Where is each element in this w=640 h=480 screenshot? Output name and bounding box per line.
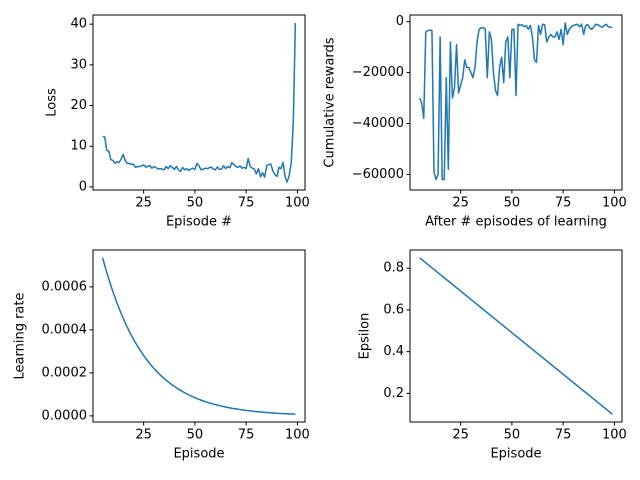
subplot: 25 50 75 100 −60000 −40000 −20000 0 After # epis… [323,14,627,229]
y-tick-label: −20000 [352,65,404,80]
y-tick-label: 0.0004 [42,322,88,337]
x-tick-label: 50 [187,428,204,443]
x-axis-label: Episode [173,447,224,462]
y-tick-label: 0.0000 [42,408,88,423]
x-tick-label: 50 [504,196,521,211]
y-tick-label: −60000 [352,167,404,182]
x-tick-label: 75 [555,196,572,211]
y-axis-label: Learning rate [13,293,28,380]
y-tick-label: 0 [79,179,87,194]
axes-frame [409,249,623,423]
x-axis-label: Episode # [166,215,232,230]
x-tick-label: 75 [238,428,255,443]
data-line [101,257,296,415]
data-line [419,257,613,415]
y-tick-label: 0.8 [383,261,404,276]
x-tick-label: 25 [135,196,152,211]
y-axis-label: Epsilon [358,313,373,360]
x-tick-label: 75 [238,196,255,211]
y-axis-label: Cumulative rewards [323,37,338,167]
y-tick-label: 0.2 [383,386,404,401]
x-tick-label: 25 [452,428,469,443]
subplot: 25 50 75 100 0 10 20 30 40 Episode # Loss [45,14,310,230]
data-line [418,22,613,181]
subplot: 25 50 75 100 0.0000 0.0002 0.0004 0.0006 Episode… [13,249,310,462]
x-axis-label: After # episodes of learning [425,215,607,230]
y-axis-label: Loss [45,88,60,117]
y-tick-label: 20 [70,98,87,113]
data-line [102,22,297,183]
x-tick-label: 100 [285,428,310,443]
y-tick-label: 0.0002 [42,365,88,380]
y-tick-label: 0.4 [383,344,404,359]
x-tick-label: 100 [602,196,627,211]
y-tick-label: 10 [70,139,87,154]
y-tick-label: −40000 [352,116,404,131]
x-axis-label: Episode [490,447,541,462]
subplot: 25 50 75 100 0.2 0.4 0.6 0.8 Episode Epsilon [358,249,627,462]
x-tick-label: 50 [504,428,521,443]
x-tick-label: 100 [285,196,310,211]
y-tick-label: 0 [396,14,404,29]
y-tick-label: 40 [70,17,87,32]
axes-frame [92,14,306,191]
x-tick-label: 25 [135,428,152,443]
x-tick-label: 100 [602,428,627,443]
x-tick-label: 50 [187,196,204,211]
y-tick-label: 0.0006 [42,279,88,294]
y-tick-label: 0.6 [383,302,404,317]
x-tick-label: 25 [452,196,469,211]
axes-frame [92,249,306,423]
x-tick-label: 75 [555,428,572,443]
axes-frame [409,14,623,191]
y-tick-label: 30 [70,57,87,72]
